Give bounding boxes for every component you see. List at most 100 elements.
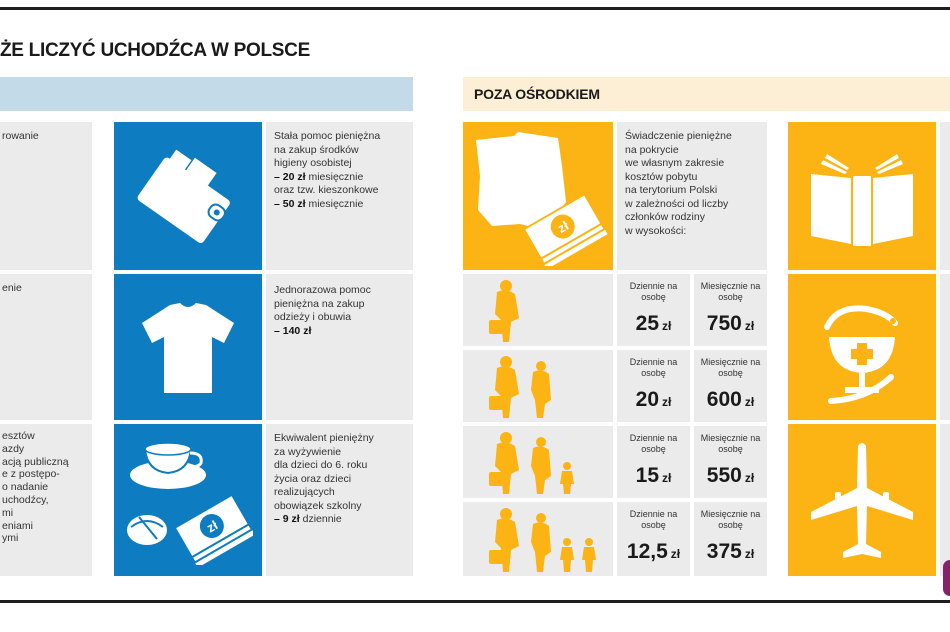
text-line: e z postępo- xyxy=(2,468,60,481)
education-text-partial xyxy=(940,122,950,270)
text-line: Ekwiwalent pieniężny xyxy=(274,432,374,444)
text-line: życia oraz dzieci xyxy=(274,472,352,485)
left-partial-cell-2: enie xyxy=(0,274,92,420)
daily-value: 25 xyxy=(635,312,659,335)
pharmacy-snake-bowl-icon xyxy=(824,305,898,404)
text-line: enie xyxy=(2,282,22,294)
decorative-badge xyxy=(943,560,950,596)
amount: – 50 zł xyxy=(274,197,306,210)
text-line: mi xyxy=(2,506,14,519)
hygiene-benefit-text: Stała pomoc pieniężna na zakup środków h… xyxy=(266,122,413,270)
two-adults-one-child-icon xyxy=(489,432,574,494)
currency-unit: zł xyxy=(662,471,672,485)
left-section-header xyxy=(0,77,413,111)
currency-unit: zł xyxy=(744,547,755,561)
text-line: obowiązek szkolny xyxy=(274,499,362,512)
text-line: za wyżywienie xyxy=(274,445,342,458)
section-title-outside-center: POZA OŚRODKIEM xyxy=(474,86,600,102)
daily-label: Dziennie na osobę xyxy=(629,433,678,454)
daily-value: 15 xyxy=(635,464,659,487)
poland-map-money-icon: zł xyxy=(476,132,608,266)
currency-unit: zł xyxy=(670,547,681,561)
adult-with-bag-icon xyxy=(489,280,519,342)
monthly-label: Miesięcznie na osobę xyxy=(700,509,761,530)
monthly-value: 750 xyxy=(706,312,742,335)
healthcare-text-partial xyxy=(940,274,950,420)
right-section-header: POZA OŚRODKIEM xyxy=(463,77,950,111)
airplane-icon xyxy=(811,443,913,558)
tshirt-tile xyxy=(114,274,262,420)
text-line: Jednorazowa pomoc xyxy=(274,284,371,296)
text-line: dla dzieci do 6. roku xyxy=(274,459,368,471)
monthly-label: Miesięcznie na osobę xyxy=(700,433,761,454)
family-row-1-monthly: Miesięcznie na osobę 750 zł xyxy=(694,274,767,346)
food-benefit-text: Ekwiwalent pieniężny za wyżywienie dla d… xyxy=(266,424,413,576)
text-line: na zakup środków xyxy=(274,143,359,156)
family-row-3-daily: Dziennie na osobę 15 zł xyxy=(617,426,690,498)
text-line: realizujących xyxy=(274,486,335,498)
meal-tile: zł xyxy=(114,424,262,576)
monthly-value: 550 xyxy=(706,464,742,487)
amount-suffix: miesięcznie xyxy=(305,170,364,183)
text-line: członków rodziny xyxy=(625,211,705,223)
text-line: we własnym zakresie xyxy=(625,157,725,169)
daily-value: 20 xyxy=(635,388,659,411)
two-adults-two-children-icon xyxy=(489,508,596,572)
currency-unit: zł xyxy=(744,319,755,333)
amount-suffix: miesięcznie xyxy=(305,197,364,210)
text-line: odzieży i obuwia xyxy=(274,311,352,323)
currency-unit: zł xyxy=(744,395,755,409)
wallet-tile xyxy=(114,122,262,270)
text-line: kosztów pobytu xyxy=(625,170,698,183)
text-line: eniami xyxy=(2,519,33,532)
text-line: azdy xyxy=(2,442,25,455)
monthly-label: Miesięcznie na osobę xyxy=(700,281,761,302)
text-line: uchodźcy, xyxy=(2,493,49,506)
monthly-value: 600 xyxy=(706,388,742,411)
top-rule xyxy=(0,7,950,10)
currency-unit: zł xyxy=(662,395,672,409)
amount-suffix: dziennie xyxy=(299,513,342,525)
family-row-2-monthly: Miesięcznie na osobę 600 zł xyxy=(694,350,767,422)
family-row-3-monthly: Miesięcznie na osobę 550 zł xyxy=(694,426,767,498)
text-line: Stała pomoc pieniężna xyxy=(274,130,381,142)
amount: – 20 zł xyxy=(274,170,306,183)
meal-and-money-icon: zł xyxy=(127,442,253,565)
daily-label: Dziennie na osobę xyxy=(629,357,678,378)
family-row-4-daily: Dziennie na osobę 12,5 zł xyxy=(617,502,690,576)
outside-benefit-text: Świadczenie pieniężne na pokrycie we wła… xyxy=(617,122,767,270)
family-row-2-people xyxy=(463,350,613,422)
text-line: esztów xyxy=(2,430,35,442)
book-icon xyxy=(811,154,913,246)
poland-money-tile: zł xyxy=(463,122,613,270)
family-row-2-daily: Dziennie na osobę 20 zł xyxy=(617,350,690,422)
daily-label: Dziennie na osobę xyxy=(629,281,678,302)
text-line: oraz tzw. kieszonkowe xyxy=(274,184,379,196)
text-line: acją publiczną xyxy=(2,455,69,468)
text-line: w zależności od liczby xyxy=(625,197,729,210)
family-row-4-people xyxy=(463,502,613,576)
travel-text-partial xyxy=(940,424,950,576)
tshirt-icon xyxy=(142,303,234,393)
text-line: na terytorium Polski xyxy=(625,184,718,196)
amount: – 9 zł xyxy=(274,513,300,525)
currency-unit: zł xyxy=(662,319,672,333)
left-partial-cell-1: rowanie xyxy=(0,122,92,270)
family-row-1-people xyxy=(463,274,613,346)
two-adults-icon xyxy=(489,356,551,418)
left-partial-cell-3: esztów azdy acją publiczną e z postępo- … xyxy=(0,424,92,576)
text-line: rowanie xyxy=(2,130,39,142)
family-row-1-daily: Dziennie na osobę 25 zł xyxy=(617,274,690,346)
amount: – 140 zł xyxy=(274,324,312,337)
family-row-3-people xyxy=(463,426,613,498)
currency-unit: zł xyxy=(744,471,755,485)
daily-label: Dziennie na osobę xyxy=(629,509,678,530)
text-line: higieny osobistej xyxy=(274,157,352,169)
monthly-label: Miesięcznie na osobę xyxy=(700,357,761,378)
clothing-benefit-text: Jednorazowa pomoc pieniężna na zakup odz… xyxy=(266,274,413,420)
daily-value: 12,5 xyxy=(626,540,668,563)
text-line: ymi xyxy=(2,532,19,545)
bottom-rule xyxy=(0,600,950,603)
education-tile xyxy=(788,122,936,270)
text-line: w wysokości: xyxy=(625,224,687,237)
